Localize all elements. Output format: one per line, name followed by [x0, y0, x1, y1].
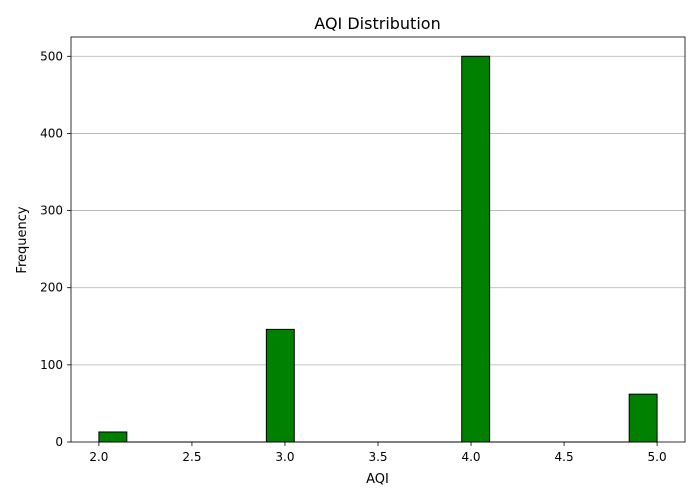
grid-lines — [71, 55, 685, 366]
x-axis-ticks: 2.0 2.5 3.0 3.5 4.0 4.5 5.0 — [89, 442, 667, 464]
y-tick-label: 400 — [40, 126, 63, 140]
y-tick-label: 0 — [55, 435, 63, 449]
x-tick-label: 5.0 — [648, 450, 667, 464]
y-tick-label: 200 — [40, 281, 63, 295]
histogram-bar — [265, 328, 295, 443]
histogram-bar — [98, 431, 128, 443]
x-tick-label: 3.5 — [368, 450, 387, 464]
histogram-bars — [98, 55, 658, 443]
y-tick-label: 300 — [40, 204, 63, 218]
chart-title: AQI Distribution — [314, 14, 440, 33]
y-tick-label: 500 — [40, 49, 63, 63]
histogram-bar — [461, 55, 491, 443]
x-tick-label: 4.5 — [555, 450, 574, 464]
x-tick-label: 4.0 — [461, 450, 480, 464]
y-axis-label: Frequency — [15, 206, 30, 273]
y-tick-label: 100 — [40, 358, 63, 372]
x-tick-label: 2.5 — [182, 450, 201, 464]
histogram-bar — [628, 393, 658, 443]
x-tick-label: 2.0 — [89, 450, 108, 464]
y-axis-ticks: 0 100 200 300 400 500 — [40, 49, 71, 449]
x-axis-label: AQI — [366, 472, 389, 487]
x-tick-label: 3.0 — [275, 450, 294, 464]
